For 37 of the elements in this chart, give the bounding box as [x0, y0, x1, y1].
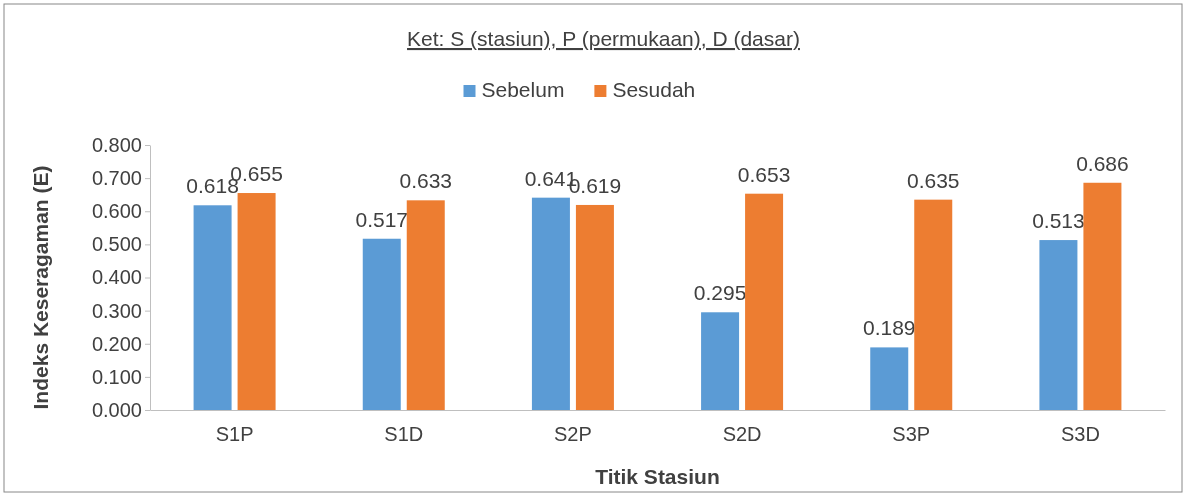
y-tick-label: 0.400 [91, 266, 142, 289]
bar [362, 238, 401, 410]
legend-label: Sebelum [481, 78, 565, 101]
y-tick-label: 0.700 [91, 167, 142, 190]
data-label: 0.686 [1076, 151, 1129, 175]
data-label: 0.633 [399, 169, 453, 193]
bar [406, 200, 445, 410]
bar [1083, 182, 1122, 410]
bar [193, 205, 232, 410]
data-label: 0.635 [906, 168, 960, 192]
data-label: 0.517 [355, 207, 409, 231]
x-tick-label: S2D [722, 423, 762, 445]
y-tick-label: 0.100 [91, 365, 142, 388]
x-tick-label: S1P [215, 423, 254, 445]
x-tick-label: S3P [892, 423, 931, 445]
x-tick-label: S1D [384, 423, 424, 445]
bar [745, 193, 784, 410]
x-tick-label: S2P [554, 423, 592, 445]
bar [701, 312, 740, 410]
y-tick-label: 0.500 [91, 233, 142, 256]
y-axis-title: Indeks Keseragaman (E) [29, 165, 52, 410]
y-tick-label: 0.200 [91, 332, 142, 355]
y-tick-label: 0.300 [91, 299, 142, 322]
data-label: 0.653 [737, 162, 791, 186]
bar [575, 204, 614, 410]
bar [870, 347, 909, 410]
y-tick-label: 0.000 [91, 398, 142, 421]
x-axis-title: Titik Stasiun [595, 465, 720, 488]
bar [914, 199, 953, 410]
chart-title: Ket: S (stasiun), P (permukaan), D (dasar) [407, 27, 800, 50]
bar [531, 197, 570, 410]
y-tick-label: 0.600 [91, 200, 142, 223]
x-tick-label: S3D [1060, 423, 1100, 445]
y-tick-label: 0.800 [91, 133, 142, 156]
bar [1039, 240, 1078, 410]
legend-label: Sesudah [612, 78, 696, 101]
bar [237, 193, 276, 410]
